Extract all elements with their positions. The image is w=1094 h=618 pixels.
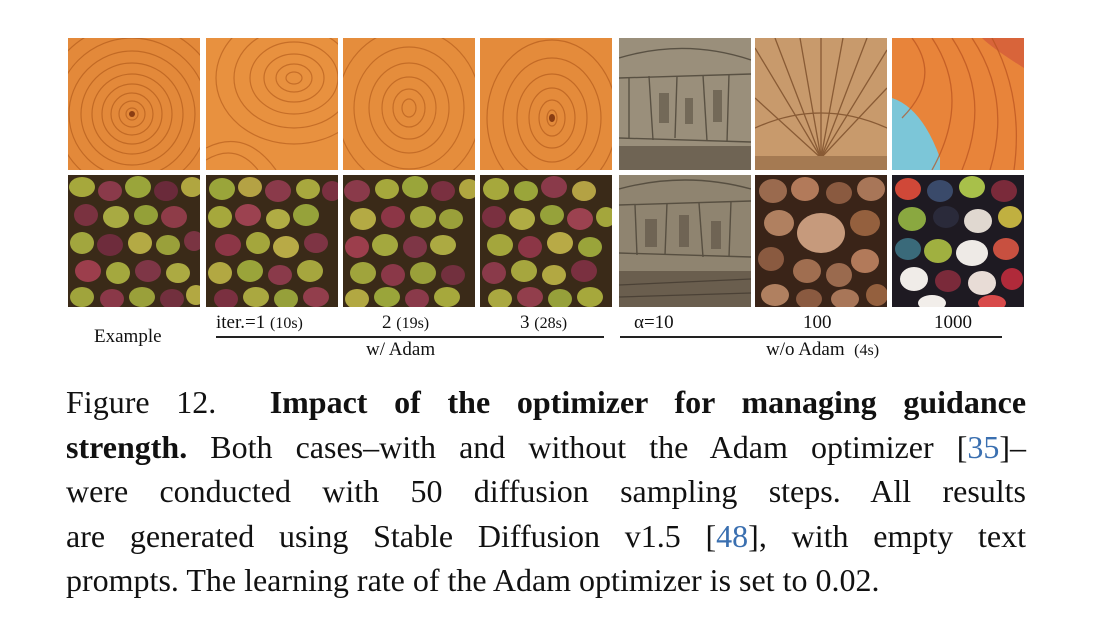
without-adam-group-rule [620, 336, 1002, 338]
olives-adam-iter3-image [480, 175, 612, 307]
label-noadam-alpha100: 100 [803, 312, 832, 333]
citation-link-48[interactable]: 48 [716, 517, 749, 554]
label-noadam-alpha10: α=10 [634, 312, 674, 333]
label-noadam-alpha1000: 1000 [934, 312, 972, 333]
olives-noadam-alpha100-image [755, 175, 887, 307]
olives-noadam-alpha10-image [619, 175, 751, 307]
label-example: Example [94, 326, 162, 347]
wood-adam-iter3-image [480, 38, 612, 170]
wood-adam-iter1-image [206, 38, 338, 170]
label-without-adam: w/o Adam (4s) [766, 339, 880, 360]
wood-adam-iter2-image [343, 38, 475, 170]
figure-caption: Figure 12. Impact of the optimizer for m… [66, 380, 1026, 603]
label-adam-iter3: 3 (28s) [520, 312, 568, 333]
caption-title-cont: strength. [66, 428, 188, 465]
wood-example-image [68, 38, 200, 170]
with-adam-group-rule [216, 336, 604, 338]
label-adam-iter2: 2 (19s) [382, 312, 430, 333]
caption-title: Impact of the optimizer for managing gui… [269, 384, 1027, 420]
caption-line-2: strength. Both cases–with and without th… [66, 428, 1027, 465]
caption-line-3: were conducted with 50 diffusion samplin… [66, 473, 1026, 509]
olives-adam-iter2-image [343, 175, 475, 307]
label-adam-iter1: iter.=1 (10s) [216, 312, 303, 333]
olives-noadam-alpha1000-image [892, 175, 1024, 307]
caption-line-4: are generated using Stable Diffusion v1.… [66, 517, 1027, 554]
citation-link-35[interactable]: 35 [967, 428, 1000, 465]
wood-noadam-alpha10-image [619, 38, 751, 170]
wood-noadam-alpha1000-image [892, 38, 1024, 170]
label-with-adam: w/ Adam [366, 339, 436, 360]
caption-line-5: prompts. The learning rate of the Adam o… [66, 562, 880, 598]
olives-adam-iter1-image [206, 175, 338, 307]
wood-noadam-alpha100-image [755, 38, 887, 170]
caption-line-1: Figure 12. Impact of the optimizer for m… [66, 380, 1026, 425]
figure-number: Figure 12. [66, 384, 217, 420]
olives-example-image [68, 175, 200, 307]
